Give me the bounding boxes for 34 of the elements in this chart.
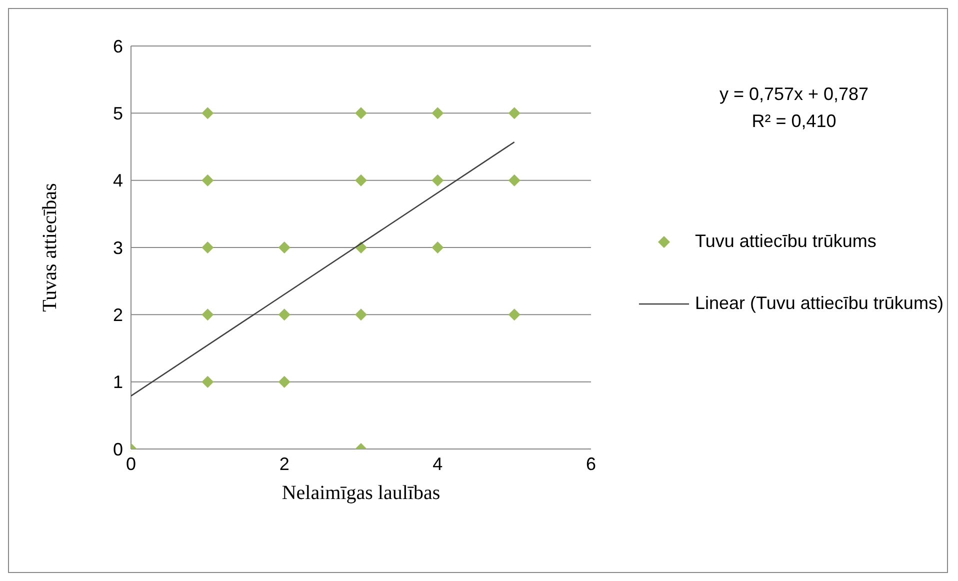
y-axis-title: Tuvas attiecības [39,182,62,312]
point [355,107,367,120]
point [202,308,214,321]
y-tick-label: 1 [112,372,123,392]
y-tick-label: 3 [112,238,123,258]
point [508,174,520,186]
point [355,174,367,186]
point [202,376,214,388]
x-tick-label: 4 [432,454,443,474]
y-tick-label: 4 [112,170,123,191]
text: y = 0,757x + 0,787 [718,83,870,106]
point [202,242,214,254]
point [355,308,367,321]
y-tick-label: 5 [112,104,123,124]
point [508,308,520,321]
x-tick-label: 2 [279,454,290,474]
text: R² = 0,410 [750,110,838,133]
y-tick-label: 6 [112,36,123,56]
x-tick-label: 6 [586,454,596,474]
point [432,107,444,120]
point [278,308,290,321]
point [278,242,290,254]
y-tick-label: 2 [112,305,123,326]
point [202,107,214,120]
y-tick-label: 0 [112,439,123,460]
point [202,174,214,186]
point [432,174,444,186]
point [278,376,290,388]
legend-label: Linear (Tuvu attiecību trūkums) [695,292,944,315]
x-axis-title: Nelaimīgas laulības [282,482,440,504]
point [432,242,444,254]
legend-label: Tuvu attiecību trūkums [695,230,876,253]
point [508,107,520,120]
x-tick-label: 0 [126,454,136,474]
